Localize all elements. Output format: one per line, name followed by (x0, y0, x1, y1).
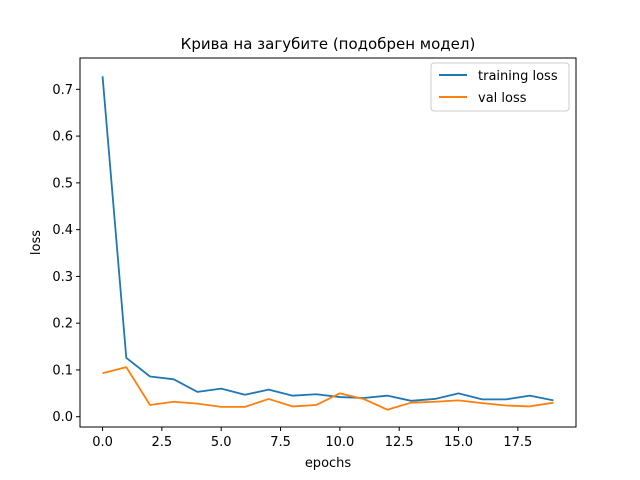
legend-label-val-loss: val loss (478, 91, 527, 106)
x-tick-label: 15.0 (444, 435, 473, 450)
x-tick-label: 2.5 (152, 435, 173, 450)
series-line-training-loss (101, 76, 554, 402)
chart-title: Крива на загубите (подобрен модел) (181, 35, 476, 53)
y-tick-label: 0.5 (52, 176, 73, 191)
y-axis-label: loss (29, 230, 44, 255)
y-tick-label: 0.6 (52, 130, 73, 145)
y-tick-label: 0.7 (52, 83, 73, 98)
y-tick-label: 0.3 (52, 270, 73, 285)
y-axis-ticks: 0.0 0.1 0.2 0.3 0.4 0.5 0.6 0.7 (52, 83, 80, 425)
x-tick-label: 12.5 (385, 435, 414, 450)
y-tick-label: 0.4 (52, 223, 73, 238)
x-axis-label: epochs (305, 456, 352, 471)
x-axis-ticks: 0.0 2.5 5.0 7.5 10.0 12.5 15.0 17.5 (92, 427, 532, 450)
legend: training loss val loss (430, 62, 570, 112)
y-tick-label: 0.0 (52, 410, 73, 425)
x-tick-label: 7.5 (270, 435, 291, 450)
plot-area-frame (79, 57, 577, 428)
plot-lines (101, 76, 554, 411)
x-tick-label: 5.0 (211, 435, 232, 450)
y-tick-label: 0.2 (52, 317, 73, 332)
x-tick-label: 0.0 (92, 435, 113, 450)
series-line-val-loss (102, 366, 554, 411)
legend-label-training-loss: training loss (478, 69, 558, 84)
x-tick-label: 10.0 (325, 435, 354, 450)
x-tick-label: 17.5 (503, 435, 532, 450)
y-tick-label: 0.1 (52, 363, 73, 378)
